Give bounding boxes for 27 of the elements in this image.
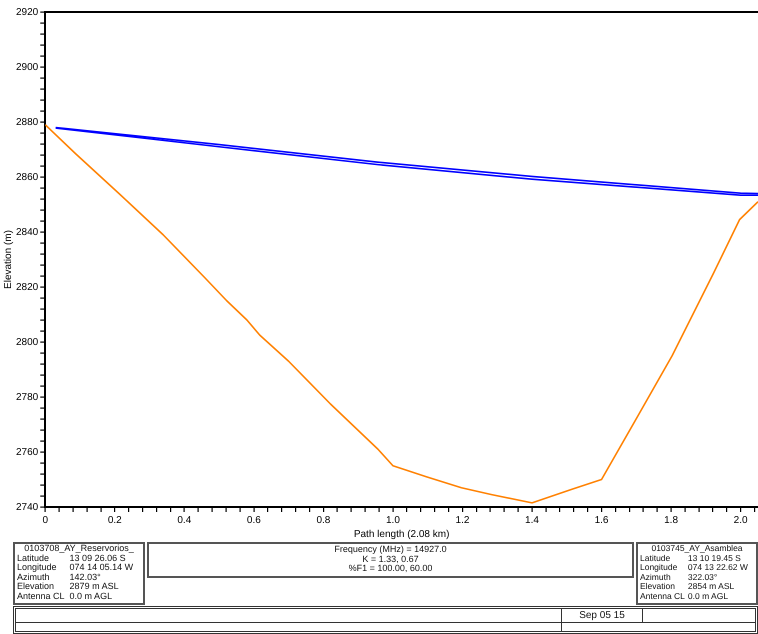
x-tick-label: 0.6: [246, 514, 262, 526]
y-tick-label: 2840: [16, 226, 39, 238]
text: 0103708_AY_Reservorios_ Latitude 13 09 26.06 S Longitude 074 14 05.14 W Azimuth 142.03° Elevation 2879 m ASL Antenna CL 0.0 m AGL: [17, 543, 134, 601]
y-tick-label: 2800: [16, 336, 39, 348]
x-tick-label: 1.2: [456, 514, 470, 526]
y-tick-label: 2820: [16, 282, 39, 293]
x-tick-label: 1.0: [386, 514, 400, 526]
x-tick-label: 1.4: [525, 514, 540, 526]
x-tick-label: 1.8: [664, 514, 678, 526]
y-tick-label: 2880: [16, 116, 39, 128]
x-axis-title: Path length (2.08 km): [354, 528, 450, 540]
y-tick-label: 2920: [16, 6, 39, 18]
y-axis-title: Elevation (m): [2, 230, 14, 289]
text: Sep 05 15: [561, 609, 643, 622]
x-tick-label: 0: [42, 514, 48, 526]
x-tick-label: 1.6: [594, 514, 609, 526]
y-tick-label: 2760: [16, 446, 39, 458]
x-tick-label: 0.4: [177, 514, 192, 526]
text: 0103745_AY_Asamblea Latitude 13 10 19.45 S Longitude 074 13 22.62 W Azimuth 322.03° Elevation 2854 m ASL Antenna CL 0.0 m AGL: [640, 543, 748, 601]
x-tick-label: 2.0: [734, 514, 748, 526]
y-tick-label: 2740: [16, 502, 39, 513]
x-tick-label: 0.8: [316, 514, 331, 526]
y-tick-label: 2860: [16, 172, 39, 183]
x-tick-label: 0.2: [108, 514, 122, 526]
text: Frequency (MHz) = 14927.0 K = 1.33, 0.67 %F1 = 100.00, 60.00: [333, 544, 448, 574]
y-tick-label: 2780: [16, 392, 39, 403]
y-tick-label: 2900: [16, 62, 39, 73]
